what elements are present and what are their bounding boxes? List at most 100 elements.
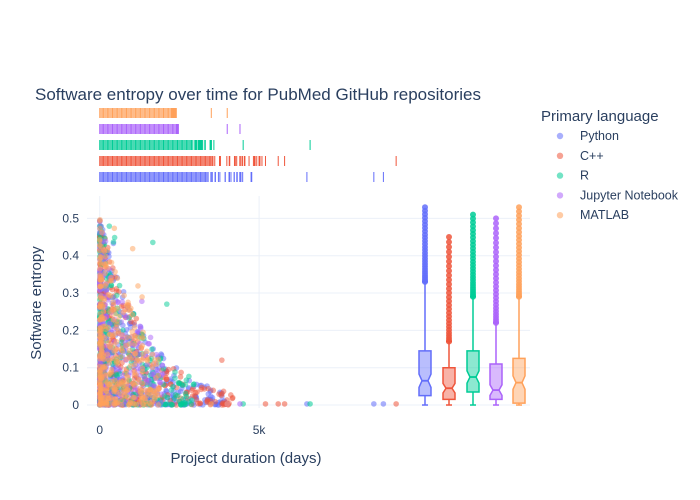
data-point [168,401,174,407]
data-point [208,401,215,407]
data-point [159,362,166,369]
data-point [126,401,132,408]
data-point [120,309,127,316]
data-point [218,392,225,399]
data-point [97,386,104,392]
data-point [121,389,128,396]
data-point [118,345,125,352]
data-point [110,381,117,388]
data-point [140,351,146,357]
data-point [105,339,111,346]
data-point [106,331,113,338]
data-point [127,363,134,369]
box-outlier [493,225,499,232]
data-point [224,401,231,407]
data-point [123,382,130,389]
data-point [131,341,138,347]
data-point [193,396,200,403]
legend-item-c++[interactable]: C++ [556,149,604,163]
legend[interactable]: Primary language Python C++ R Jupyter Noteb… [541,108,679,222]
data-point [178,369,184,376]
data-point [108,259,115,266]
data-point [119,299,126,305]
data-point [140,401,147,408]
data-point [205,385,212,392]
y-tick-label: 0 [72,398,79,412]
box-body [512,357,526,404]
box-plot-matlab [512,204,526,406]
data-point [123,314,130,321]
data-point [130,380,136,387]
x-tick-label: 5k [253,423,267,437]
y-tick-label: 0.4 [62,249,79,263]
legend-item-python[interactable]: Python [556,129,619,143]
data-point [98,243,104,250]
data-point [110,299,116,305]
data-point [144,356,151,363]
data-point [139,294,145,300]
data-point [168,387,175,393]
data-point [190,381,197,388]
data-point [124,334,130,341]
legend-marker [556,172,564,179]
data-point [102,261,108,268]
y-tick-label: 0.1 [62,361,79,375]
data-point [150,239,156,246]
data-point [103,398,110,404]
data-point [115,299,121,306]
legend-item-matlab[interactable]: MATLAB [556,208,629,222]
data-point [114,275,121,282]
data-point [155,372,162,379]
data-point [104,381,111,387]
legend-label: MATLAB [580,208,629,222]
box-outlier [446,289,452,296]
data-point [97,284,104,290]
data-point [189,397,195,404]
data-point [142,387,149,393]
data-point [228,392,234,398]
box-outlier [493,230,499,237]
data-point [129,328,136,335]
data-point [123,368,130,374]
x-axis-title: Project duration (days) [171,450,322,467]
box-outlier [446,267,452,274]
data-point [149,351,156,358]
data-point [120,372,126,379]
data-point [165,366,172,373]
box-outlier [493,266,499,273]
box-body [418,350,432,397]
scatter-points [96,216,399,408]
data-point [177,374,184,380]
data-point [139,368,146,375]
data-point [139,380,146,387]
box-outlier [446,248,452,255]
data-point [149,371,156,378]
box-outlier [493,249,499,256]
data-point [182,381,189,388]
data-point [97,373,103,380]
data-point [97,259,103,266]
rug-plots [99,108,397,182]
box-outlier [446,244,452,251]
box-outlier [446,253,452,260]
data-point [128,305,134,312]
data-point [124,372,130,379]
data-point [131,319,137,326]
legend-item-jupyter-notebook[interactable]: Jupyter Notebook [556,188,679,202]
legend-item-r[interactable]: R [556,169,589,183]
box-outlier [493,215,499,222]
data-point [98,254,104,261]
data-point [116,282,123,289]
box-outlier [446,263,452,270]
box-outlier [446,294,452,301]
data-point [219,357,225,363]
box-outlier [493,239,499,246]
data-point [139,298,145,305]
legend-marker [556,192,564,199]
box-outlier [493,271,499,278]
data-point [163,387,169,394]
data-point [281,401,288,407]
legend-label: R [580,169,589,183]
box-outlier [446,258,452,265]
